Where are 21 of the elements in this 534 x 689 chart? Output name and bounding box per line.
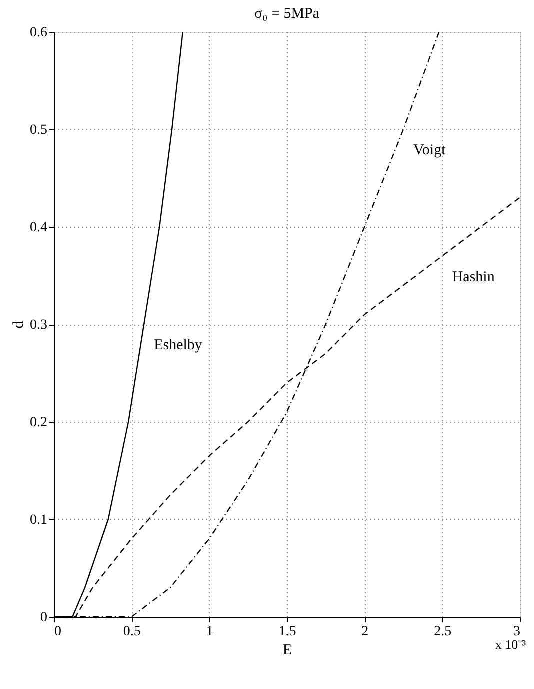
y-tick-label: 0 bbox=[40, 610, 48, 626]
x-tick-label: 3 bbox=[514, 624, 520, 640]
x-tick-label: 1 bbox=[206, 624, 214, 640]
x-tick-label: 1.5 bbox=[278, 624, 296, 640]
x-axis-title: E bbox=[282, 642, 292, 658]
annotation: Hashin bbox=[452, 269, 496, 286]
y-tick-label: 0.2 bbox=[30, 416, 48, 430]
x-tick-label: 0.5 bbox=[123, 624, 141, 640]
annotation: Voigt bbox=[414, 142, 447, 158]
y-tick-label: 0.4 bbox=[30, 220, 48, 236]
chart-title: σ₀ = 5MPa bbox=[254, 6, 320, 22]
y-axis-title: d bbox=[11, 320, 27, 329]
y-tick-label: 0.6 bbox=[30, 26, 48, 40]
annotation: Eshelby bbox=[154, 338, 203, 354]
text: x 10⁻³ bbox=[495, 637, 526, 652]
y-tick-label: 0.5 bbox=[30, 123, 48, 138]
x-tick-label: 2.5 bbox=[434, 624, 452, 640]
x-tick-label: 0 bbox=[54, 624, 62, 640]
y-tick-label: 0.1 bbox=[30, 513, 48, 528]
y-tick-label: 0.3 bbox=[30, 318, 48, 333]
x-tick-label: 2 bbox=[362, 624, 369, 640]
